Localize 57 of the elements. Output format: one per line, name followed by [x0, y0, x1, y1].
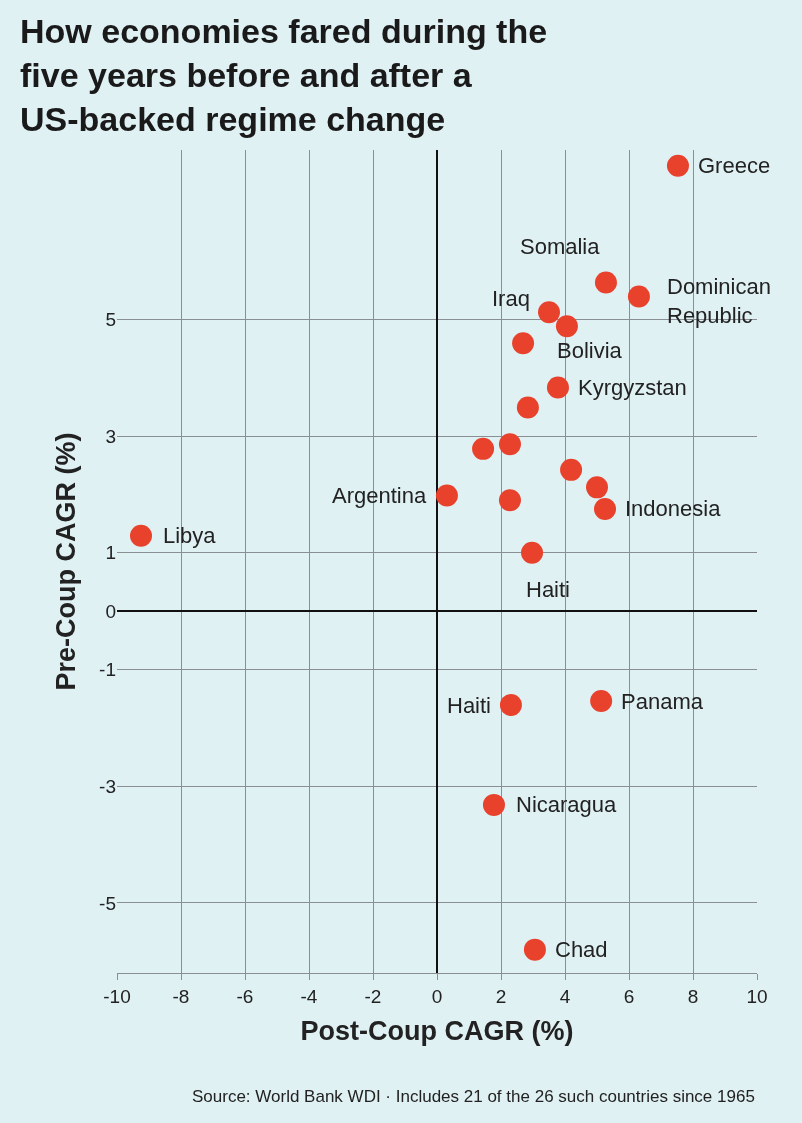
- y-tick-label: -3: [99, 775, 116, 797]
- point: [546, 376, 569, 399]
- annotation: Kyrgyzstan: [578, 375, 687, 400]
- annotation: Indonesia: [625, 496, 722, 521]
- x-tick-label: 2: [495, 985, 507, 1007]
- y-tick-label: 3: [105, 425, 116, 447]
- x-tick-label: 8: [687, 985, 699, 1007]
- annotation: Haiti: [447, 693, 492, 718]
- x-tick-label: 10: [746, 985, 768, 1007]
- x-tick-label: -2: [364, 985, 382, 1007]
- point: [521, 541, 544, 564]
- y-tick-label: -1: [99, 659, 116, 681]
- annotation: Somalia: [520, 234, 601, 259]
- y-axis-title: Pre-Coup CAGR (%): [51, 432, 82, 691]
- point: [627, 285, 650, 308]
- x-tick-label: 0: [431, 985, 443, 1007]
- annotation: Nicaragua: [516, 792, 618, 817]
- point: [666, 154, 689, 177]
- point: [590, 690, 613, 712]
- point: [516, 396, 539, 419]
- annotation: Dominican Republic: [667, 274, 771, 328]
- point: [499, 694, 522, 717]
- x-tick-label: 4: [559, 985, 571, 1007]
- x-tick-label: -10: [103, 985, 131, 1007]
- x-tick-label: -4: [300, 985, 318, 1007]
- y-tick-label: -5: [99, 892, 116, 914]
- point: [435, 484, 458, 507]
- point: [130, 524, 152, 547]
- annotation: Chad: [555, 937, 608, 962]
- point: [594, 497, 616, 520]
- annotation: Libya: [163, 523, 217, 548]
- point: [482, 793, 505, 816]
- annotation: Iraq: [492, 286, 530, 311]
- point: [538, 301, 560, 324]
- annotation: Haiti: [526, 577, 571, 602]
- point: [498, 489, 521, 512]
- point: [555, 315, 578, 338]
- annotation: Panama: [621, 689, 704, 714]
- point: [523, 938, 546, 961]
- x-tick-label: 6: [623, 985, 635, 1007]
- point: [586, 476, 608, 499]
- point: [512, 332, 535, 355]
- annotation: Greece: [698, 153, 771, 178]
- chart-title: How economies fared during the five years before and after a US-backed regime change: [20, 11, 548, 139]
- x-tick-label: -8: [172, 985, 190, 1007]
- point: [498, 433, 521, 456]
- annotation: Bolivia: [557, 338, 623, 363]
- point: [472, 437, 495, 460]
- y-tick-label: 0: [105, 600, 116, 622]
- x-tick-label: -6: [236, 985, 254, 1007]
- source-note: Source: World Bank WDI · Includes 21 of the 26 such countries since 1965: [192, 1087, 755, 1106]
- x-axis-title: Post-Coup CAGR (%): [300, 1016, 574, 1047]
- y-tick-label: 1: [105, 542, 116, 564]
- point: [594, 271, 617, 294]
- y-tick-label: 5: [105, 308, 116, 330]
- point: [560, 458, 583, 481]
- annotation: Argentina: [332, 483, 427, 508]
